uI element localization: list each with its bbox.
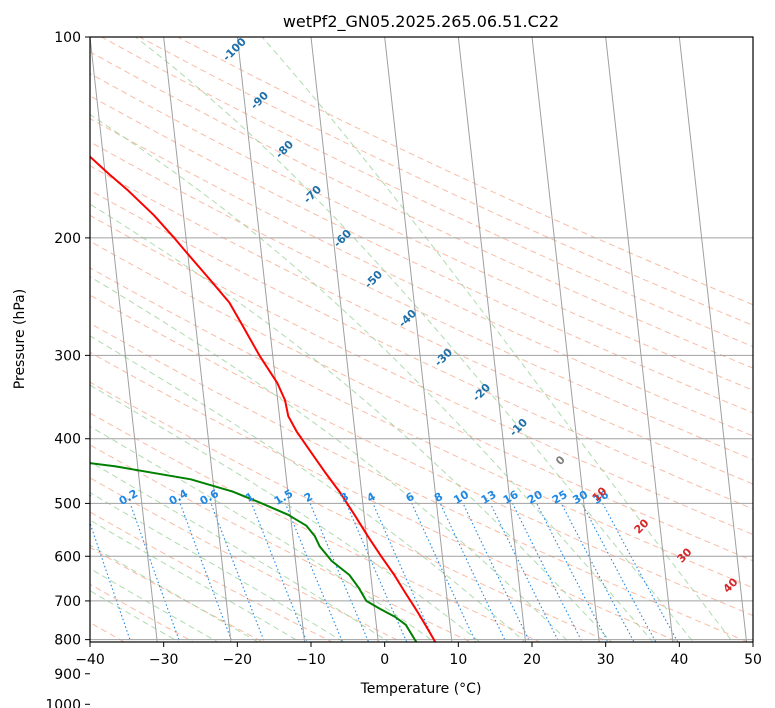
x-axis-label: Temperature (°C) [360, 681, 482, 697]
y-tick-label: 600 [54, 549, 81, 565]
x-tick-label: 0 [380, 652, 389, 668]
moist-adiabat [90, 335, 526, 642]
y-tick-label: 500 [54, 496, 81, 512]
dry-adiabat [90, 72, 753, 391]
mixing-ratio-line [439, 503, 507, 642]
mixing-ratio-line [345, 503, 408, 642]
dry-adiabat [90, 165, 753, 485]
mixing-ratio-line [284, 503, 344, 642]
isotherm [384, 37, 453, 642]
y-axis-label: Pressure (hPa) [12, 289, 28, 389]
y-tick-label: 100 [54, 30, 81, 46]
moist-adiabat [90, 461, 390, 642]
mixing-ratio-line [581, 503, 657, 642]
moist-adiabat [261, 37, 734, 642]
isotherm [531, 37, 600, 642]
profile-series [90, 155, 437, 642]
x-tick-label: −40 [75, 652, 105, 668]
mixing-ratio-line [411, 503, 477, 642]
mixing-ratio-line [309, 503, 370, 642]
x-tick-label: 30 [597, 652, 615, 668]
mixing-ratio-line [462, 503, 531, 642]
pressure-gridlines [90, 37, 753, 641]
dewpoint-line [90, 462, 418, 642]
mixing-ratio-line [90, 521, 132, 642]
plot-frame [89, 36, 754, 643]
dry-adiabat [90, 381, 611, 642]
y-tick-label: 300 [54, 348, 81, 364]
isotherm [163, 37, 232, 642]
x-tick-label: −10 [296, 652, 326, 668]
moist-adiabats [90, 37, 734, 642]
x-tick-label: −20 [223, 652, 253, 668]
moist-adiabat [90, 544, 259, 642]
temperature-line [90, 155, 437, 642]
y-tick-label: 800 [54, 633, 81, 649]
x-tick-label: 50 [744, 652, 762, 668]
x-tick-label: 40 [670, 652, 688, 668]
dry-adiabat [90, 412, 542, 642]
dry-adiabat [90, 51, 753, 369]
y-tick-label: 200 [54, 231, 81, 247]
dry-adiabat [90, 351, 680, 642]
mixing-ratio-line [561, 503, 635, 642]
dry-adiabat [90, 240, 753, 562]
y-tick-label: 1000 [45, 697, 81, 708]
mixing-ratio-label: 0.1 [70, 487, 93, 508]
isotherm [457, 37, 527, 642]
x-axis: −40 −30 −20 −10 0 10 20 30 40 50 [75, 642, 762, 668]
x-tick-label: 20 [523, 652, 541, 668]
isotherms [90, 37, 753, 642]
moist-adiabat [90, 203, 613, 642]
moist-adiabat [90, 384, 481, 642]
moist-adiabat [90, 276, 570, 642]
y-tick-label: 700 [54, 594, 81, 610]
isotherm [678, 37, 748, 642]
y-tick-label: 400 [54, 432, 81, 448]
moist-adiabat [134, 37, 694, 642]
dry-adiabat [100, 37, 753, 348]
dry-adiabat [90, 117, 753, 437]
chart-title: wetPf2_GN05.2025.265.06.51.C22 [283, 12, 559, 32]
isotherm [90, 37, 158, 642]
isotherm [236, 37, 306, 642]
y-tick-label: 900 [54, 667, 81, 683]
moist-adiabat [90, 113, 654, 642]
y-axis: 100 200 300 400 500 600 700 800 900 1000 [45, 30, 90, 708]
x-tick-label: −30 [149, 652, 179, 668]
dry-adiabat [90, 322, 750, 642]
dry-adiabat [90, 95, 753, 414]
isotherm [605, 37, 674, 642]
x-tick-label: 10 [449, 652, 467, 668]
